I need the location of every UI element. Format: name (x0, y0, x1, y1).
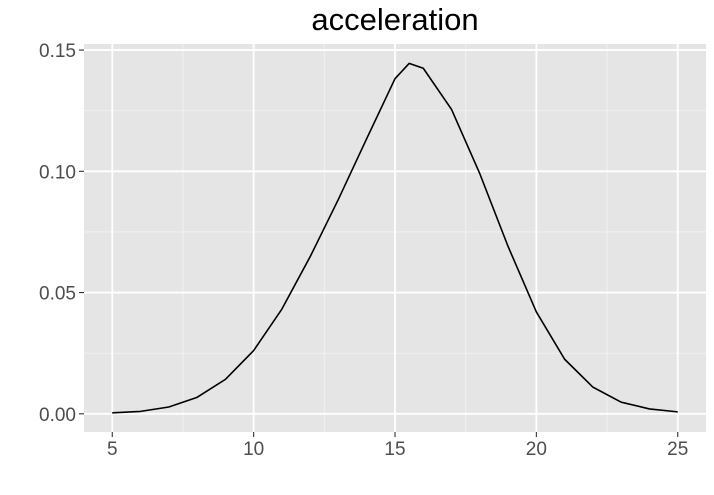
y-tick-label: 0.15 (39, 41, 76, 62)
x-tick-label: 20 (526, 439, 547, 460)
y-tick-label: 0.10 (39, 162, 76, 183)
y-tick-label: 0.05 (39, 284, 76, 305)
chart-title: acceleration (311, 2, 479, 37)
x-tick-label: 10 (243, 439, 264, 460)
density-line (112, 62, 678, 414)
y-tick-label: 0.00 (39, 405, 76, 426)
x-tick-label: 25 (667, 439, 688, 460)
x-tick-label: 15 (384, 439, 405, 460)
x-tick-label: 5 (107, 439, 118, 460)
